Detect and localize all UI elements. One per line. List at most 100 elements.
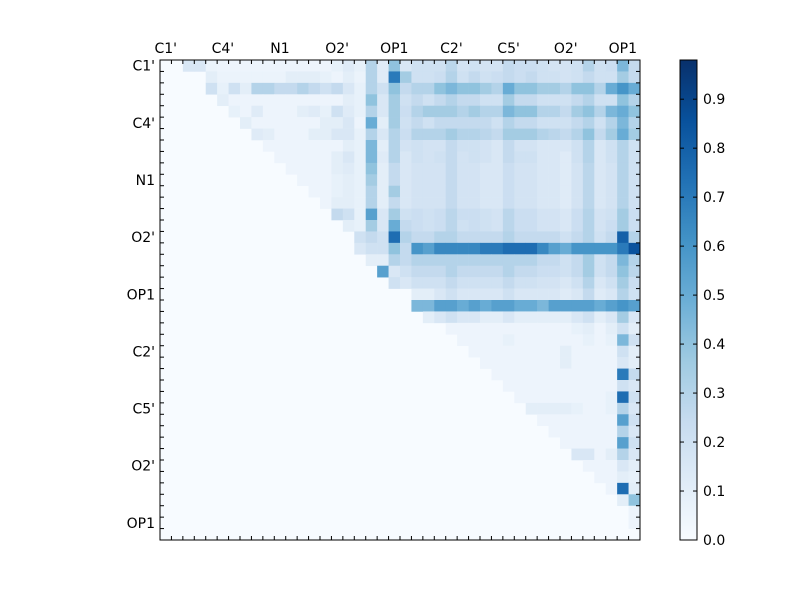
heatmap-cell — [582, 71, 595, 84]
heatmap-cell — [205, 60, 218, 72]
heatmap-cell — [445, 242, 458, 255]
heatmap-cell — [228, 60, 241, 72]
heatmap-cell — [422, 185, 435, 198]
heatmap-cell — [285, 105, 298, 118]
heatmap-cell — [354, 185, 367, 198]
heatmap-cell — [582, 425, 595, 438]
colorbar-tick-label: 0.0 — [703, 533, 725, 549]
heatmap-cell — [560, 128, 572, 141]
heatmap-cell — [605, 254, 618, 267]
heatmap-cell — [582, 128, 595, 141]
heatmap-cell — [514, 265, 527, 278]
heatmap-cell — [628, 391, 641, 404]
heatmap-cell — [560, 277, 572, 289]
heatmap-cell — [365, 128, 378, 141]
heatmap-cell — [514, 60, 527, 72]
heatmap-cell — [308, 94, 321, 107]
heatmap-cell — [560, 105, 572, 118]
y-tick-label: C4' — [132, 116, 155, 132]
heatmap-cell — [411, 117, 424, 129]
heatmap-cell — [342, 105, 355, 118]
heatmap-cell — [377, 140, 389, 152]
heatmap-cell — [525, 311, 538, 324]
heatmap-cell — [571, 117, 584, 129]
heatmap-cell — [377, 128, 389, 141]
heatmap-cell — [502, 231, 515, 244]
heatmap-cell — [411, 300, 424, 312]
heatmap-cell — [308, 71, 321, 84]
heatmap-cell — [571, 311, 584, 324]
heatmap-cell — [320, 140, 332, 152]
heatmap-cell — [422, 162, 435, 175]
heatmap-cell — [457, 288, 469, 301]
heatmap-cell — [434, 82, 447, 95]
heatmap-cell — [445, 140, 458, 152]
heatmap-cell — [468, 220, 481, 232]
heatmap-cell — [274, 105, 287, 118]
heatmap-cell — [354, 71, 367, 84]
heatmap-cell — [605, 414, 618, 427]
heatmap-cell — [468, 300, 481, 312]
heatmap-cell — [628, 288, 641, 301]
heatmap-cell — [331, 140, 344, 152]
heatmap-cell — [422, 174, 435, 187]
heatmap-cell — [594, 128, 607, 141]
heatmap-cell — [377, 185, 389, 198]
heatmap-cell — [411, 288, 424, 301]
heatmap-cell — [502, 277, 515, 289]
heatmap-cell — [617, 174, 629, 187]
heatmap-cell — [617, 242, 629, 255]
heatmap-cell — [537, 60, 549, 72]
heatmap-cell — [525, 105, 538, 118]
heatmap-cell — [320, 128, 332, 141]
heatmap-cell — [502, 82, 515, 95]
heatmap-cell — [560, 265, 572, 278]
heatmap-cell — [297, 151, 309, 164]
heatmap-cell — [537, 414, 549, 427]
heatmap-cell — [605, 368, 618, 381]
heatmap-cell — [457, 128, 469, 141]
heatmap-cell — [377, 151, 389, 164]
heatmap-cell — [582, 60, 595, 72]
colorbar — [679, 59, 698, 541]
heatmap-cell — [560, 208, 572, 221]
heatmap-cell — [491, 357, 504, 369]
heatmap-cell — [548, 254, 561, 267]
heatmap-cell — [594, 288, 607, 301]
heatmap-cell — [537, 265, 549, 278]
heatmap-cell — [365, 231, 378, 244]
heatmap-cell — [525, 128, 538, 141]
heatmap-cell — [605, 94, 618, 107]
heatmap-cell — [365, 117, 378, 129]
heatmap-cell — [434, 151, 447, 164]
heatmap-cell — [525, 322, 538, 335]
heatmap-cell — [411, 265, 424, 278]
heatmap-cell — [308, 117, 321, 129]
heatmap-cell — [617, 185, 629, 198]
heatmap-cell — [411, 60, 424, 72]
heatmap-cell — [422, 60, 435, 72]
heatmap-cell — [365, 71, 378, 84]
heatmap-cell — [377, 208, 389, 221]
heatmap-cell — [354, 140, 367, 152]
heatmap-cell — [537, 140, 549, 152]
heatmap-cell — [491, 288, 504, 301]
y-tick-label: C2' — [132, 344, 155, 360]
heatmap-cell — [502, 254, 515, 267]
heatmap-cell — [628, 471, 641, 484]
heatmap-cell — [400, 71, 412, 84]
heatmap-cell — [525, 197, 538, 209]
heatmap-cell — [457, 82, 469, 95]
heatmap-cell — [262, 60, 275, 72]
heatmap-cell — [388, 60, 401, 72]
heatmap-cell — [514, 71, 527, 84]
heatmap-cell — [594, 380, 607, 392]
heatmap-cell — [285, 128, 298, 141]
heatmap-cell — [468, 334, 481, 347]
heatmap-cell — [548, 391, 561, 404]
heatmap-cell — [514, 288, 527, 301]
heatmap-cell — [560, 357, 572, 369]
heatmap-cell — [560, 414, 572, 427]
heatmap-cell — [514, 311, 527, 324]
heatmap-cell — [297, 128, 309, 141]
